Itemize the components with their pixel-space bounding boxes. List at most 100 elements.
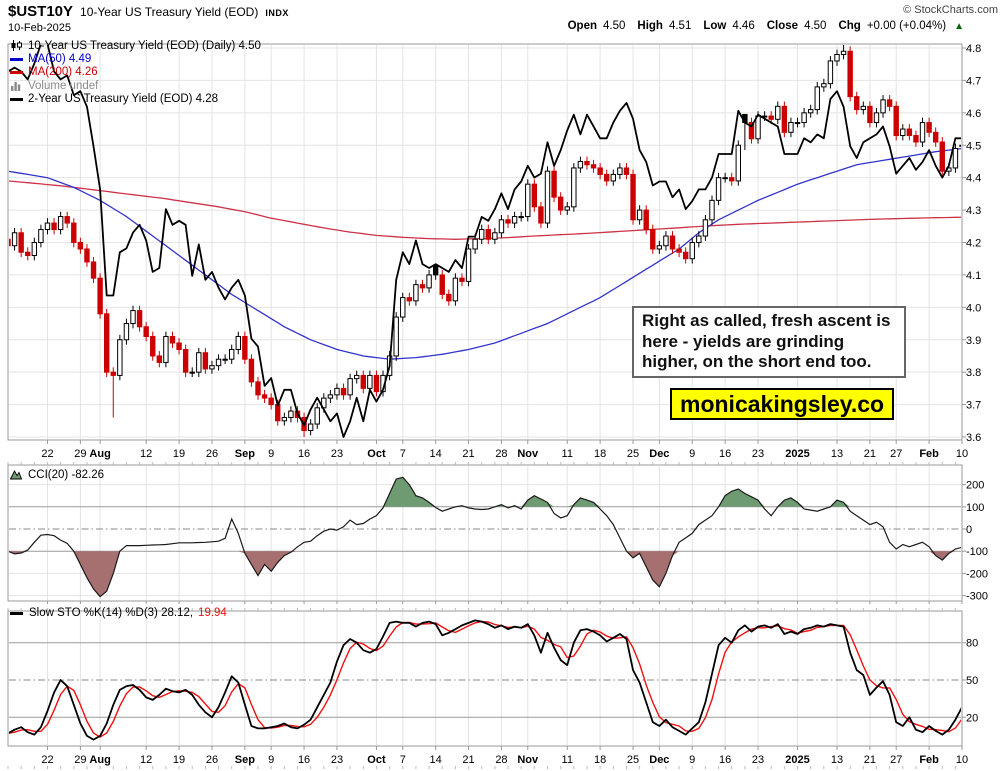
x-axis-label: 29 (74, 448, 86, 460)
volume-bars-icon (10, 80, 24, 92)
candle-body (557, 196, 564, 211)
candle-body (650, 229, 656, 250)
candle-body (57, 216, 64, 231)
close-label: Close (766, 20, 799, 32)
candle-body (584, 160, 590, 166)
candle-body (432, 264, 439, 276)
x-axis-label-bottom: 9 (689, 754, 695, 766)
candle-body (472, 238, 478, 250)
high-value: 4.51 (668, 20, 692, 32)
sto-legend-d-value: 19.94 (198, 607, 227, 619)
candle-body (538, 206, 544, 224)
x-axis-label: Feb (919, 448, 939, 460)
chg-label: Chg (838, 20, 861, 32)
ma50-dash-icon (10, 57, 24, 61)
candle-body (551, 170, 557, 198)
candle-body (702, 219, 709, 237)
y-axis-label: 4.3 (966, 205, 981, 217)
candle-body (860, 105, 867, 111)
chart-date: 10-Feb-2025 (8, 22, 71, 34)
candle-body (682, 251, 689, 260)
legend-main-series: 10-Year US Treasury Yield (EOD) (Daily) … (28, 39, 261, 52)
x-axis-label: 10 (956, 448, 968, 460)
candle-body (663, 235, 669, 247)
x-axis-label: 16 (719, 448, 731, 460)
candle-body (130, 310, 136, 325)
candle-body (97, 277, 103, 315)
candle-body (84, 248, 90, 263)
x-axis-label: 23 (331, 448, 343, 460)
candle-body (564, 206, 570, 211)
candle-body (117, 339, 123, 376)
x-axis-label-bottom: 22 (41, 754, 53, 766)
y-axis-label: 4.8 (966, 43, 981, 55)
sto-axis-label: 20 (966, 712, 978, 724)
main-legend: 10-Year US Treasury Yield (EOD) (Daily) … (10, 39, 261, 106)
candle-body (840, 50, 847, 55)
x-axis-label-bottom: 28 (495, 754, 507, 766)
x-axis-label: 7 (400, 448, 406, 460)
candle-body (827, 60, 834, 85)
x-axis-label: 12 (140, 448, 152, 460)
y-axis-label: 3.8 (966, 367, 981, 379)
candle-body (215, 358, 222, 367)
candle-body (735, 144, 742, 182)
candle-body (44, 222, 51, 231)
candle-body (597, 167, 603, 175)
candle-body (143, 326, 149, 338)
candle-body (446, 293, 452, 302)
candle-body (854, 96, 860, 111)
x-axis-label: 14 (430, 448, 442, 460)
x-axis-label-bottom: 13 (831, 754, 843, 766)
x-axis-label: 19 (173, 448, 185, 460)
candle-body (676, 248, 682, 253)
x-axis-label-bottom: 7 (400, 754, 406, 766)
x-axis-label-bottom: Dec (649, 754, 669, 766)
candle-body (242, 336, 248, 360)
cci-axis-label: 100 (966, 502, 984, 514)
candle-body (354, 374, 360, 380)
x-axis-label: 21 (864, 448, 876, 460)
candle-body (926, 122, 932, 133)
ma200-line (9, 180, 961, 240)
candle-body (222, 358, 228, 361)
chart-header: $UST10Y 10-Year US Treasury Yield (EOD) IN… (8, 3, 289, 21)
sto-axis-label: 50 (966, 675, 978, 687)
two-year-line (9, 45, 961, 438)
candle-body (630, 173, 636, 221)
sto-k-line (9, 619, 961, 741)
candle-body (156, 355, 163, 363)
candle-body (465, 248, 472, 282)
legend-two-year: 2-Year US Treasury Yield (EOD) 4.28 (28, 93, 219, 106)
sto-legend: Slow STO %K(14) %D(3) 28.12, 19.94 (10, 607, 227, 619)
candlestick-icon (10, 40, 24, 52)
candle-body (511, 216, 518, 224)
candle-body (288, 410, 294, 419)
candle-body (748, 122, 755, 140)
sto-legend-text: Slow STO %K(14) %D(3) 28.12, (29, 607, 194, 619)
candle-body (873, 112, 880, 124)
x-axis-label: Sep (235, 448, 255, 460)
x-axis-label-bottom: 11 (562, 754, 573, 766)
candle-body (11, 232, 18, 247)
line-dash-icon (10, 611, 24, 615)
x-axis-label: 23 (752, 448, 764, 460)
candle-body (775, 105, 781, 120)
candle-body (419, 284, 426, 289)
candle-body (544, 170, 551, 224)
candle-body (821, 83, 827, 88)
chg-value: +0.00 (+0.04%) (866, 20, 947, 32)
candle-body (729, 177, 735, 182)
candle-body (577, 160, 584, 169)
candle-body (64, 216, 70, 224)
candle-body (452, 277, 459, 302)
y-axis-label: 3.9 (966, 335, 981, 347)
x-axis-label-bottom: 9 (268, 754, 274, 766)
candle-body (715, 177, 722, 201)
panel-border (7, 43, 963, 441)
candle-body (696, 235, 702, 244)
x-axis-label: 28 (495, 448, 507, 460)
ma50-line (9, 147, 961, 360)
sto-axis-label: 80 (966, 638, 978, 650)
candle-body (77, 242, 84, 250)
